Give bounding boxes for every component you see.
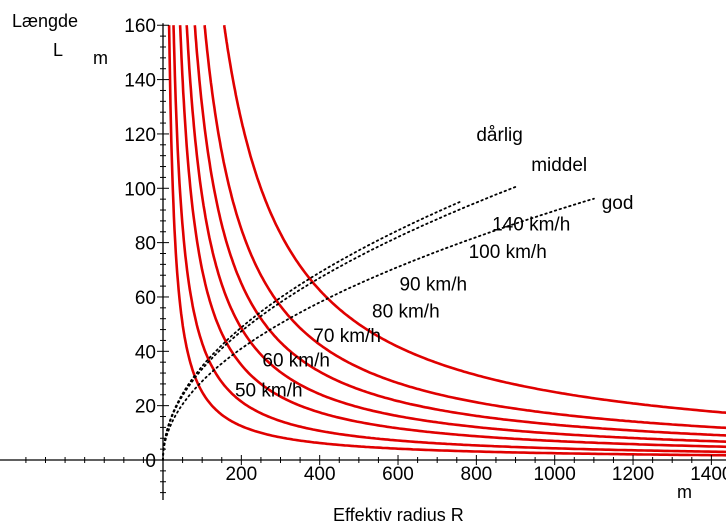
x-tick-label: 800	[461, 464, 493, 485]
x-tick-label: 400	[304, 464, 336, 485]
road-quality-label: middel	[531, 155, 587, 176]
y-tick-label: 0	[145, 451, 156, 472]
road-quality-curve	[162, 200, 462, 461]
x-tick-label: 1200	[612, 464, 654, 485]
y-tick-label: 120	[124, 125, 156, 146]
speed-curve	[172, 25, 726, 454]
y-tick-label: 140	[124, 71, 156, 92]
speed-curve-label: 70 km/h	[313, 326, 381, 347]
y-axis-label: Længde	[12, 11, 78, 31]
x-axis-unit: m	[677, 482, 692, 502]
speed-curve	[167, 25, 726, 457]
speed-curve-label: 140 km/h	[492, 215, 570, 236]
speed-curve-label: 100 km/h	[469, 242, 547, 263]
y-tick-label: 160	[124, 16, 156, 37]
road-quality-label: god	[602, 193, 634, 214]
speed-curve-label: 80 km/h	[372, 302, 440, 323]
speed-curve	[178, 25, 726, 449]
road-quality-curve	[162, 186, 517, 461]
y-axis-symbol: L	[53, 40, 63, 60]
y-axis-unit: m	[93, 48, 108, 68]
speed-curve-label: 60 km/h	[262, 350, 330, 371]
y-tick-label: 40	[135, 342, 156, 363]
x-axis-label: Effektiv radius R	[333, 505, 464, 525]
speed-curve	[185, 25, 726, 443]
x-tick-label: 200	[225, 464, 257, 485]
speed-curve	[222, 24, 726, 415]
plot-curves	[162, 24, 726, 461]
y-tick-label: 100	[124, 179, 156, 200]
x-tick-label: 600	[382, 464, 414, 485]
road-quality-curve	[162, 197, 595, 461]
x-tick-label: 1000	[534, 464, 576, 485]
speed-curve	[203, 25, 726, 430]
speed-curve-label: 90 km/h	[399, 274, 467, 295]
y-tick-label: 60	[135, 288, 156, 309]
y-tick-label: 80	[135, 234, 156, 255]
speed-curve-label: 50 km/h	[235, 380, 303, 401]
y-tick-label: 20	[135, 397, 156, 418]
road-quality-label: dårlig	[476, 125, 522, 146]
speed-curve	[193, 25, 726, 437]
